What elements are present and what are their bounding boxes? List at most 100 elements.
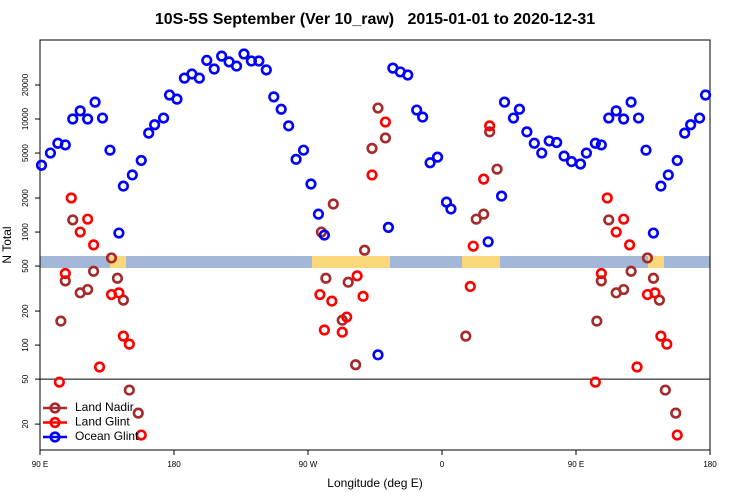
point: [647, 272, 660, 284]
point: [618, 283, 630, 296]
point: [87, 265, 100, 277]
point: [358, 244, 371, 256]
point: [641, 252, 654, 264]
y-tick-label: 50: [21, 374, 30, 383]
point: [82, 113, 94, 125]
point: [618, 113, 630, 125]
point: [595, 267, 607, 280]
point: [123, 338, 135, 350]
point: [123, 384, 135, 396]
point: [478, 173, 490, 185]
point: [521, 126, 533, 138]
point: [679, 127, 691, 139]
point: [558, 150, 570, 162]
point: [382, 221, 395, 233]
point: [312, 208, 325, 220]
point: [74, 226, 86, 238]
point: [117, 180, 129, 192]
series: [35, 48, 712, 361]
point: [96, 112, 109, 124]
point: [59, 139, 71, 151]
point: [350, 359, 362, 371]
point: [336, 326, 348, 338]
point: [647, 227, 660, 239]
point: [53, 376, 65, 388]
point: [513, 103, 526, 115]
point: [536, 147, 548, 159]
point: [326, 295, 338, 307]
legend-marker: [49, 402, 61, 414]
y-tick-label: 1000: [21, 223, 30, 241]
x-tick-label: 0: [440, 460, 445, 469]
point: [74, 105, 86, 117]
point: [632, 112, 645, 124]
point: [230, 60, 243, 72]
point: [470, 213, 482, 225]
legend-label: Land Nadir: [75, 400, 134, 414]
point: [111, 272, 124, 284]
point: [631, 361, 643, 373]
legend-label: Land Glint: [75, 415, 130, 429]
point: [67, 113, 79, 125]
point: [253, 55, 265, 67]
point: [445, 203, 457, 215]
point: [35, 159, 48, 171]
point: [318, 229, 330, 241]
point: [693, 112, 706, 124]
legend-marker: [49, 431, 61, 443]
legend-label: Ocean Glint: [75, 429, 139, 443]
point: [551, 136, 563, 149]
point: [460, 330, 472, 342]
point: [113, 227, 125, 239]
x-tick-label: 90 W: [299, 460, 318, 469]
legend-marker: [49, 416, 61, 429]
point: [603, 112, 615, 124]
point: [372, 349, 384, 361]
point: [610, 226, 622, 238]
point: [379, 116, 392, 128]
series: [53, 116, 683, 441]
point: [659, 384, 671, 396]
point: [424, 157, 436, 169]
x-tick-label: 90 E: [32, 460, 48, 469]
point: [93, 361, 106, 373]
chart-title: 10S-5S September (Ver 10_raw) 2015-01-01…: [155, 11, 595, 28]
point: [89, 96, 101, 108]
point: [320, 272, 332, 284]
x-tick-label: 180: [167, 460, 181, 469]
point: [495, 190, 508, 202]
point: [640, 144, 652, 156]
point: [297, 144, 310, 156]
point: [655, 180, 667, 192]
point: [104, 144, 116, 156]
point: [685, 119, 697, 131]
point: [342, 276, 354, 288]
point: [366, 169, 378, 181]
land-band: [110, 256, 126, 268]
point: [208, 63, 220, 75]
point: [351, 270, 363, 282]
point: [671, 154, 683, 167]
point: [431, 151, 444, 163]
point: [595, 139, 607, 151]
point: [601, 192, 613, 204]
point: [662, 169, 674, 181]
point: [216, 50, 228, 62]
point: [528, 137, 540, 149]
point: [603, 214, 615, 226]
point: [82, 283, 94, 296]
point: [238, 48, 250, 60]
point: [379, 132, 392, 144]
y-tick-label: 500: [21, 259, 30, 273]
point: [275, 103, 287, 115]
point: [201, 54, 213, 66]
point: [649, 287, 661, 299]
point: [589, 376, 601, 388]
point: [149, 119, 161, 131]
point: [305, 178, 317, 190]
point: [625, 96, 637, 108]
point: [314, 288, 326, 301]
point: [283, 120, 295, 132]
land-band: [312, 256, 390, 268]
